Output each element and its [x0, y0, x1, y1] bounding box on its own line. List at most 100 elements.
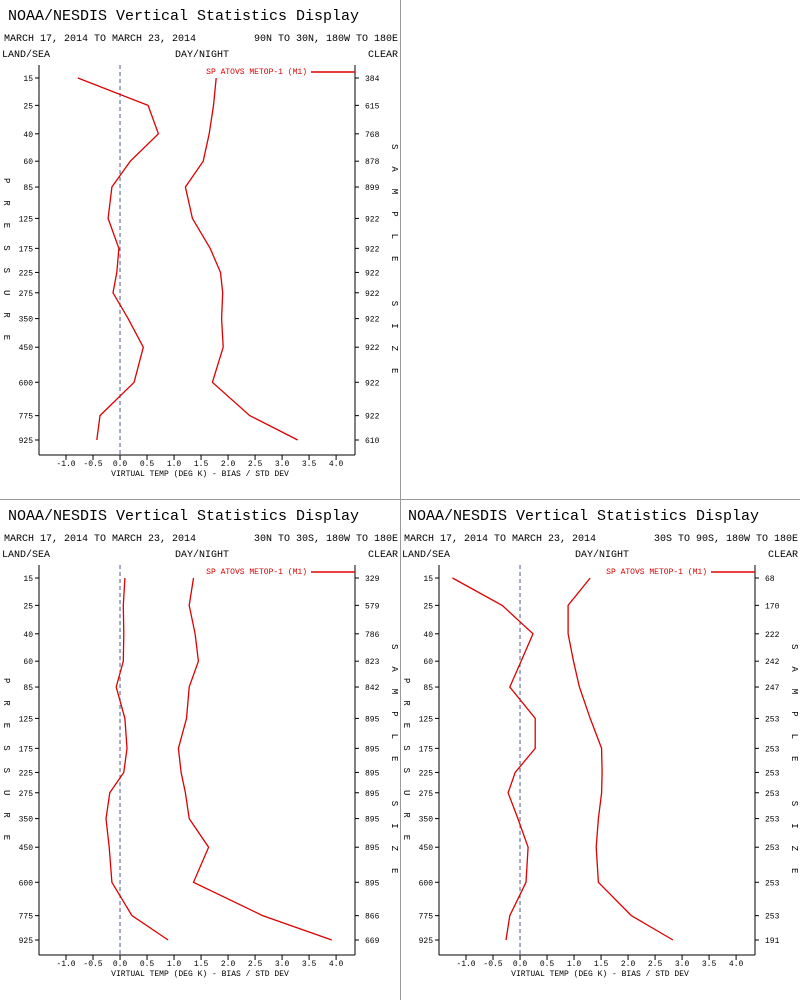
sample-size: 823	[365, 658, 380, 667]
panel-title: NOAA/NESDIS Vertical Statistics Display	[8, 8, 359, 25]
y-tick-label: 85	[23, 684, 33, 693]
y-tick-label: 15	[423, 575, 433, 584]
x-tick-label: 3.5	[702, 960, 717, 969]
sample-size: 922	[365, 269, 380, 278]
sample-size: 922	[365, 290, 380, 299]
panel: NOAA/NESDIS Vertical Statistics Display M…	[401, 508, 799, 979]
region: 30S TO 90S, 180W TO 180E	[654, 534, 798, 545]
y-tick-label: 40	[23, 131, 33, 140]
x-tick-label: 3.5	[302, 460, 317, 469]
profile-line	[177, 577, 333, 941]
sample-size: 895	[365, 844, 380, 853]
y-tick-label: 350	[19, 816, 34, 825]
sample-size: 922	[365, 413, 380, 422]
land-sea: LAND/SEA	[2, 49, 50, 61]
sample-size: 895	[365, 816, 380, 825]
sample-size: 579	[365, 602, 380, 611]
y-tick-label: 60	[423, 658, 433, 667]
y-tick-label: 225	[19, 769, 34, 778]
x-tick-label: 2.0	[221, 960, 236, 969]
legend-label: SP ATOVS METOP-1 (M1)	[206, 568, 307, 577]
y-tick-label: 175	[19, 745, 34, 754]
land-sea: LAND/SEA	[402, 549, 450, 561]
x-tick-label: 3.0	[275, 460, 290, 469]
date-range: MARCH 17, 2014 TO MARCH 23, 2014	[4, 534, 196, 545]
x-tick-label: 2.0	[621, 960, 636, 969]
sample-size: 329	[365, 575, 380, 584]
x-tick-label: 1.5	[594, 960, 609, 969]
y-axis-label: PRESSURE	[1, 678, 11, 857]
sample-size: 878	[365, 158, 380, 167]
y-tick-label: 60	[23, 158, 33, 167]
sample-size: 253	[765, 769, 780, 778]
y-tick-label: 775	[19, 913, 34, 922]
y-tick-label: 450	[19, 344, 34, 353]
x-tick-label: 4.0	[729, 960, 744, 969]
x-tick-label: 3.0	[275, 960, 290, 969]
x-tick-label: 1.0	[167, 960, 182, 969]
sample-size: 253	[765, 816, 780, 825]
y-tick-label: 60	[23, 658, 33, 667]
y-tick-label: 600	[419, 879, 434, 888]
y-tick-label: 350	[19, 316, 34, 325]
y-tick-label: 225	[19, 269, 34, 278]
x-tick-label: 1.5	[194, 960, 209, 969]
sample-size: 247	[765, 684, 780, 693]
sample-size: 68	[765, 575, 775, 584]
y-tick-label: 775	[19, 413, 34, 422]
y-tick-label: 15	[23, 75, 33, 84]
x-tick-label: 3.5	[302, 960, 317, 969]
x-tick-label: 1.0	[167, 460, 182, 469]
x-tick-label: 0.5	[540, 960, 555, 969]
sample-size: 384	[365, 75, 380, 84]
sample-size: 922	[365, 344, 380, 353]
sample-size: 922	[365, 245, 380, 254]
sample-size: 222	[765, 631, 780, 640]
y-tick-label: 275	[19, 790, 34, 799]
y-tick-label: 925	[419, 937, 434, 946]
sample-size: 922	[365, 215, 380, 224]
y-tick-label: 125	[419, 715, 434, 724]
x-tick-label: 1.0	[567, 960, 582, 969]
y-tick-label: 175	[419, 745, 434, 754]
y-tick-label: 600	[19, 379, 34, 388]
y-axis-label: PRESSURE	[401, 678, 411, 857]
y-tick-label: 350	[419, 816, 434, 825]
x-tick-label: -1.0	[56, 960, 75, 969]
sample-size: 866	[365, 913, 380, 922]
x-tick-label: 2.5	[648, 960, 663, 969]
y-tick-label: 85	[423, 684, 433, 693]
sample-size: 922	[365, 379, 380, 388]
y-tick-label: 925	[19, 437, 34, 446]
panel-title: NOAA/NESDIS Vertical Statistics Display	[8, 508, 359, 525]
y-tick-label: 450	[19, 844, 34, 853]
x-tick-label: 0.0	[113, 460, 128, 469]
legend-label: SP ATOVS METOP-1 (M1)	[606, 568, 707, 577]
sample-size: 842	[365, 684, 380, 693]
sample-size: 191	[765, 937, 780, 946]
x-tick-label: 2.5	[248, 460, 263, 469]
clear: CLEAR	[368, 550, 398, 561]
sample-size: 895	[365, 790, 380, 799]
profile-line	[452, 577, 536, 941]
sample-size: 253	[765, 745, 780, 754]
x-tick-label: 0.0	[513, 960, 528, 969]
x-tick-label: -0.5	[483, 960, 502, 969]
sample-size: 786	[365, 631, 380, 640]
x-tick-label: 2.0	[221, 460, 236, 469]
x-tick-label: -0.5	[83, 460, 102, 469]
x-tick-label: 0.5	[140, 960, 155, 969]
y-tick-label: 25	[23, 102, 33, 111]
sample-size: 253	[765, 790, 780, 799]
y2-axis-label: SAMPLE SIZE	[789, 644, 799, 890]
x-tick-label: 0.5	[140, 460, 155, 469]
y-tick-label: 25	[423, 602, 433, 611]
y-tick-label: 125	[19, 215, 34, 224]
y2-axis-label: SAMPLE SIZE	[389, 644, 399, 890]
sample-size: 895	[365, 745, 380, 754]
sample-size: 899	[365, 184, 380, 193]
sample-size: 615	[365, 102, 380, 111]
x-tick-label: 0.0	[113, 960, 128, 969]
y-tick-label: 600	[19, 879, 34, 888]
